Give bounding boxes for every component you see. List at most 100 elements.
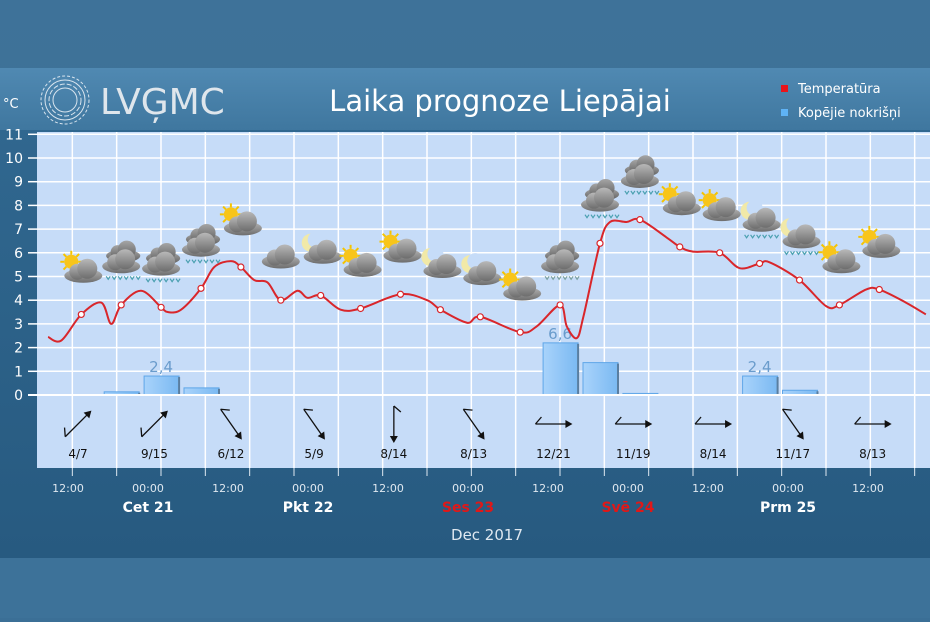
temperature-point [197, 284, 205, 292]
day-label: Cet 21 [123, 500, 174, 516]
wind-arrow-head [725, 420, 733, 428]
temperature-point [157, 303, 165, 311]
precipitation-bar [143, 375, 180, 396]
wind-speed-label: 12/21 [536, 447, 571, 461]
sun-ray [342, 247, 347, 252]
x-tick-label: 12:00 [852, 482, 884, 495]
temperature-point [277, 296, 285, 304]
day-label: Pkt 22 [283, 500, 334, 516]
rain-drop [654, 190, 660, 196]
rain-drop [123, 275, 129, 281]
temperature-point [317, 291, 325, 300]
chart-title: Laika prognoze Liepājai [329, 84, 671, 118]
rain-drop [191, 259, 197, 264]
bottom-band [0, 558, 930, 618]
temperature-point [117, 301, 125, 309]
rain-drop [562, 275, 568, 281]
rain-drop [129, 275, 135, 281]
wind-arrow-shaft [462, 408, 484, 438]
weather-icon-sun-cloud [698, 189, 741, 222]
wind-speed-label: 11/17 [776, 447, 811, 461]
rain-drop [784, 251, 789, 256]
rain-drop [550, 275, 556, 281]
rain-drop [556, 275, 562, 281]
logo-text: LVĢMC [100, 82, 225, 123]
x-tick-label: 12:00 [372, 482, 404, 495]
sun-ray [62, 266, 68, 271]
wind-arrow-shaft [141, 412, 167, 438]
y-tick-label: 7 [14, 222, 23, 238]
legend-swatch-precipitation [781, 109, 788, 116]
sun-ray [514, 271, 519, 276]
y-tick-label: 8 [14, 198, 23, 214]
weather-icon-moon-cloud-rain [740, 199, 781, 239]
wind-arrow-shaft [64, 412, 90, 438]
cloud-shape [675, 191, 696, 212]
weather-icon-sun-cloud [658, 183, 701, 216]
precipitation-data-label: 2,4 [149, 358, 173, 376]
x-tick-label: 00:00 [292, 482, 324, 495]
wind-arrow-head [477, 431, 485, 440]
rain-drop [624, 190, 630, 196]
rain-drop [185, 259, 191, 264]
rain-drop [614, 214, 620, 219]
wind-speed-label: 6/12 [217, 447, 244, 461]
cloud-shape [396, 238, 417, 259]
wind-arrow-icon [140, 410, 168, 438]
wind-arrow-head [884, 420, 892, 428]
temperature-point [516, 328, 524, 336]
wind-arrow-head [234, 431, 242, 440]
sun-ray [235, 205, 240, 211]
sun-ray [222, 218, 227, 223]
x-axis-title: Dec 2017 [451, 526, 523, 544]
wind-barb [614, 416, 622, 425]
cloud-shape [436, 254, 457, 275]
cloud-shape [715, 197, 736, 218]
cloud-shape [795, 224, 816, 245]
rain-drop [175, 278, 181, 283]
temperature-line [47, 217, 927, 343]
logo-rings-icon [40, 75, 90, 125]
rain-drop [768, 234, 774, 239]
temperature-series [47, 216, 927, 343]
wind-barb [694, 416, 702, 425]
temperature-point [676, 243, 684, 251]
cloud-shape [594, 187, 614, 208]
sun-ray [713, 191, 719, 196]
rain-drop [608, 214, 614, 219]
sun-ray [394, 233, 399, 238]
wind-arrow-head [796, 431, 804, 440]
wind-arrow-icon [303, 408, 325, 440]
sun-ray [860, 241, 866, 246]
weather-icon-sun-cloud [818, 241, 861, 274]
rain-drop [135, 275, 141, 281]
y-axis: 0 1 2 3 4 5 6 7 8 9 10 11 [5, 127, 37, 404]
temperature-point [795, 276, 804, 284]
sun-ray [501, 283, 506, 289]
wind-arrow-icon [462, 408, 485, 440]
sun-ray [701, 191, 706, 196]
precipitation-bars: 2,4 6,6 2,4 [103, 325, 819, 396]
sun-ray [222, 205, 227, 211]
weather-icon-sun-cloud [379, 230, 422, 263]
y-tick-label: 11 [5, 127, 23, 143]
rain-drop [574, 275, 580, 281]
rain-drop [169, 278, 175, 283]
rain-drop [215, 259, 221, 264]
rain-drop [642, 190, 648, 196]
weather-icon-overcast-sleet [541, 240, 580, 281]
wind-barb [63, 427, 66, 437]
y-tick-label: 9 [14, 175, 23, 191]
sun-ray [860, 228, 866, 233]
cloud-shape [516, 276, 537, 297]
temperature-point [436, 306, 444, 314]
rain-drop [744, 234, 750, 239]
temperature-point [875, 285, 883, 294]
day-label: Prm 25 [760, 500, 816, 516]
day-label: Svē 24 [601, 500, 654, 516]
cloud-shape [274, 244, 295, 265]
x-axis: 12:00 00:00 12:00 00:00 12:00 00:00 12:00 00:00… [52, 468, 916, 516]
rain-drop [157, 278, 163, 283]
sun-ray [833, 243, 838, 249]
